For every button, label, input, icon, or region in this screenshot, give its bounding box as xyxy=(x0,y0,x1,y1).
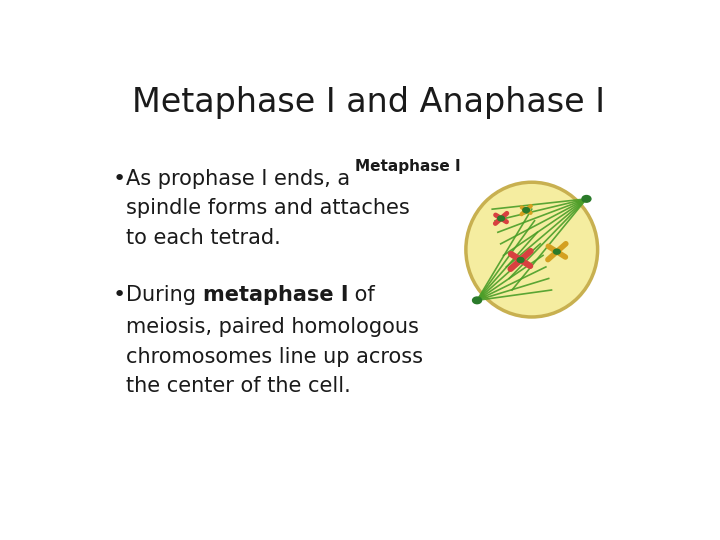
Text: Metaphase I and Anaphase I: Metaphase I and Anaphase I xyxy=(132,85,606,119)
Text: During: During xyxy=(126,285,203,305)
Circle shape xyxy=(498,216,505,221)
Text: •: • xyxy=(112,168,125,189)
Text: •: • xyxy=(112,285,125,305)
Circle shape xyxy=(472,297,482,303)
Text: metaphase I: metaphase I xyxy=(203,285,348,305)
Circle shape xyxy=(554,249,560,254)
Circle shape xyxy=(523,207,529,213)
Text: As prophase I ends, a
spindle forms and attaches
to each tetrad.: As prophase I ends, a spindle forms and … xyxy=(126,168,410,248)
Circle shape xyxy=(582,195,591,202)
Text: Metaphase I: Metaphase I xyxy=(355,159,460,174)
Ellipse shape xyxy=(466,182,598,317)
Circle shape xyxy=(517,258,524,262)
Text: meiosis, paired homologous
chromosomes line up across
the center of the cell.: meiosis, paired homologous chromosomes l… xyxy=(126,317,423,396)
Text: of: of xyxy=(348,285,375,305)
